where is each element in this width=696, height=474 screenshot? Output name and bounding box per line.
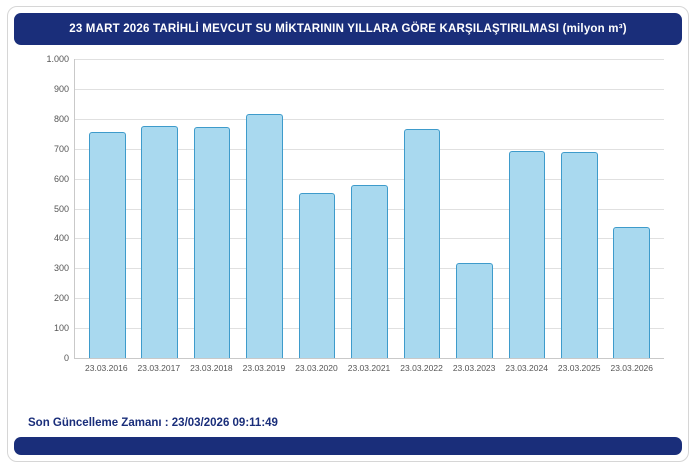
gridline: [75, 59, 664, 60]
gridline: [75, 148, 664, 150]
x-axis-label: 23.03.2025: [557, 363, 601, 373]
x-axis-label: 23.03.2021: [347, 363, 391, 373]
bar-slot: [448, 59, 500, 358]
bar: [246, 114, 283, 358]
plot-area: 1.000 900 800 700 600 500 400 300 200 100 0: [46, 54, 664, 363]
bar: [508, 151, 546, 358]
water-report-card: 23 MART 2026 TARİHLİ MEVCUT SU MİKTARINI…: [7, 6, 689, 462]
bar-slot: [238, 59, 290, 358]
bar: [141, 126, 179, 358]
y-axis-tick-label: 400: [53, 233, 69, 244]
bar: [403, 128, 441, 358]
y-axis-tick-label: 500: [53, 203, 69, 214]
bar-slot: [501, 59, 553, 358]
y-axis-tick-label: 0: [63, 353, 69, 363]
bar-slot: [133, 59, 185, 358]
x-axis-label: 23.03.2020: [295, 363, 338, 373]
bar: [351, 185, 388, 358]
bar-slot: [291, 59, 343, 358]
chart-container: 1.000 900 800 700 600 500 400 300 200 100 0 23.03.…: [14, 45, 682, 405]
x-axis-label: 23.03.2022: [400, 363, 443, 373]
x-axis-labels: 23.03.2016 23.03.2017 23.03.2018 23.03.2019…: [74, 359, 664, 373]
x-axis-label: 23.03.2017: [137, 363, 181, 373]
bar: [193, 126, 231, 358]
x-axis-label: 23.03.2023: [452, 363, 496, 373]
x-axis-label: 23.03.2018: [190, 363, 233, 373]
bar: [613, 227, 651, 358]
last-update-text: Son Güncelleme Zamanı : 23/03/2026 09:11…: [28, 417, 278, 429]
bar: [456, 263, 493, 358]
chart-title: 23 MART 2026 TARİHLİ MEVCUT SU MİKTARINI…: [14, 13, 682, 45]
gridline: [75, 118, 664, 120]
x-axis-label: 23.03.2016: [85, 363, 128, 373]
bar-slot: [186, 59, 238, 358]
y-axis-tick-label: 600: [53, 173, 69, 184]
y-axis-tick-label: 1.000: [46, 54, 69, 64]
bar: [298, 192, 336, 358]
gridline: [75, 88, 664, 90]
bar-slot: [553, 59, 605, 358]
y-axis-tick-label: 100: [53, 323, 69, 334]
bar-slot: [81, 59, 133, 358]
bar-slot: [343, 59, 395, 358]
y-axis-tick-label: 200: [53, 293, 69, 304]
x-axis-label: 23.03.2019: [242, 363, 286, 373]
y-axis-tick-label: 900: [53, 83, 69, 94]
bars-row: [75, 59, 664, 358]
bar-slot: [606, 59, 658, 358]
x-axis-label: 23.03.2026: [610, 363, 654, 373]
y-axis-tick-label: 800: [53, 113, 69, 124]
y-axis-tick-label: 300: [53, 263, 69, 274]
footer-bar: [14, 437, 682, 455]
y-axis-tick-label: 700: [53, 143, 69, 154]
bar: [88, 132, 126, 358]
bar: [560, 152, 598, 358]
gridline: [75, 178, 664, 180]
bar-slot: [396, 59, 448, 358]
x-axis-label: 23.03.2024: [505, 363, 548, 373]
